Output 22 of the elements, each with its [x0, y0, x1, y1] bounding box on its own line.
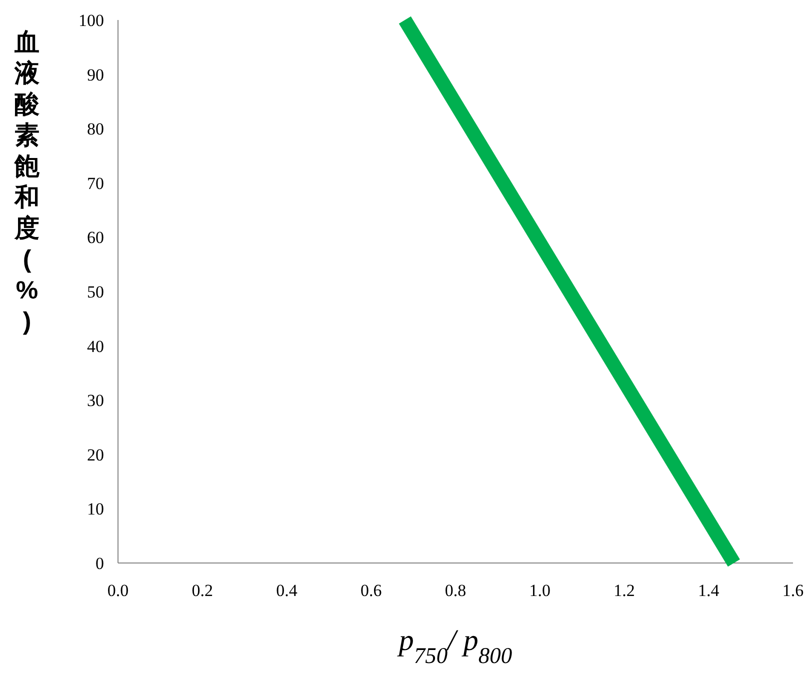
y-tick-label: 80: [87, 120, 104, 139]
y-tick-label: 20: [87, 445, 104, 464]
x-tick-label: 0.4: [276, 581, 298, 600]
x-tick-label: 0.6: [360, 581, 382, 600]
y-tick-label: 70: [87, 174, 104, 193]
y-tick-label: 30: [87, 391, 104, 410]
y-tick-label: 10: [87, 500, 104, 519]
y-tick-label: 60: [87, 228, 104, 248]
y-tick-label: 100: [78, 11, 104, 30]
text: 血液酸素飽和度(%): [14, 28, 40, 336]
y-tick-label: 0: [96, 554, 104, 573]
x-tick-label: 0.0: [107, 581, 129, 600]
x-axis-title: p$_{750}$/ p$_{800}$: [396, 624, 512, 668]
x-tick-label: 1.6: [782, 581, 804, 600]
x-tick-label: 1.0: [529, 581, 550, 600]
x-tick-label: 1.2: [614, 581, 635, 600]
x-tick-label: 1.4: [698, 581, 720, 600]
y-tick-label: 90: [87, 65, 104, 84]
x-tick-label: 0.8: [444, 581, 466, 600]
y-tick-label: 50: [87, 282, 104, 302]
y-tick-label: 40: [87, 336, 104, 356]
x-tick-label: 0.2: [192, 581, 213, 600]
